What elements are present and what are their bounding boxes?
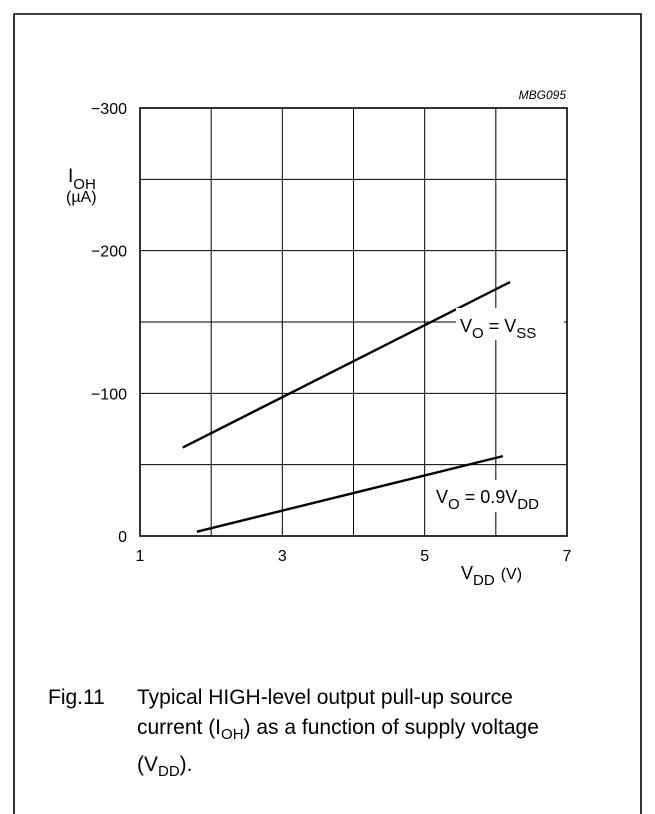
y-tick-label: −100	[91, 386, 127, 403]
y-tick-label: −200	[91, 244, 127, 261]
x-tick-label: 1	[136, 548, 145, 565]
x-tick-label: 7	[563, 548, 572, 565]
x-tick-label: 5	[420, 548, 429, 565]
figure-caption-text: Typical HIGH-level output pull-up source…	[137, 683, 617, 787]
series-1-line	[183, 282, 510, 447]
y-tick-label: −300	[91, 101, 127, 118]
x-axis-label: VDD (V)	[461, 563, 522, 589]
caption-line-3: (VDD).	[137, 750, 617, 787]
figure-code: MBG095	[519, 88, 567, 102]
caption-line-2: current (IOH) as a function of supply vo…	[137, 713, 617, 750]
y-axis-unit: (µA)	[66, 189, 97, 206]
x-tick-label: 3	[278, 548, 287, 565]
figure-number: Fig.11	[48, 683, 105, 713]
caption-line-1: Typical HIGH-level output pull-up source	[137, 683, 617, 713]
y-tick-label: 0	[118, 529, 127, 546]
